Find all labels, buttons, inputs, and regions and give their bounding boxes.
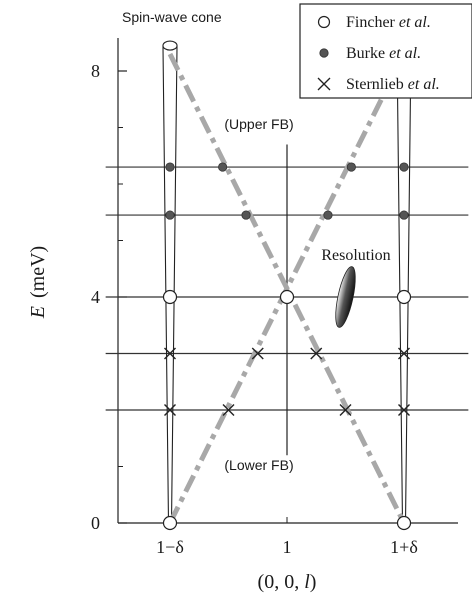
legend-open-circle-marker [317,15,331,29]
spin-wave-cone-walls [162,45,178,524]
resolution-label: Resolution [321,247,390,264]
y-axis-label: E (meV) [27,246,49,319]
fb-dispersion-lines [167,52,407,525]
x-tick-label: 1 [283,537,292,557]
x-axis-label-suffix: ) [310,571,317,593]
x-ticks: 1−δ 1 1+δ [156,517,418,557]
cross-point [398,347,410,360]
cross-point [251,347,264,360]
resolution-ellipse-shape [335,266,356,328]
spin-wave-cones [162,40,412,524]
resolution-ellipse [335,266,356,328]
cross-stroke [398,347,410,360]
cross-stroke [164,404,176,416]
y-axis-label-unit: (meV) [27,246,49,298]
fb-dispersion-line [167,52,407,525]
data-markers [162,162,412,531]
y-axis-label-variable: E [27,306,49,319]
filled-circle-point [218,162,228,172]
legend-label-fincher: Fincher et al. [346,14,431,31]
filled-circle-point [346,162,356,172]
filled-circle-point [165,210,175,220]
spin-wave-cone-label: Spin-wave cone [122,9,222,25]
spin-wave-cone-top [162,40,178,51]
x-tick-label: 1+δ [390,537,418,557]
cross-stroke [398,404,410,416]
x-axis-label-prefix: (0, 0, [258,571,305,593]
open-circle-point [279,289,295,305]
legend-label-burke: Burke et al. [346,45,421,62]
lower-fb-label: (Lower FB) [224,457,293,473]
y-tick-label: 4 [91,287,100,307]
cross-stroke [339,404,352,416]
cross-point [222,404,235,416]
filled-circle-point [399,162,409,172]
cross-point [164,404,176,416]
y-tick-label: 0 [91,513,100,533]
cross-point [164,347,176,360]
filled-circle-point [399,210,409,220]
cross-stroke [222,404,235,416]
legend-label-sternlieb: Sternlieb et al. [346,76,440,93]
x-axis-label-variable: l [304,571,310,593]
y-tick-label: 8 [91,61,100,81]
legend-cross-marker [317,77,331,91]
open-circle-point [396,515,412,531]
legend-filled-circle-marker [319,48,329,58]
spin-wave-cone-walls [396,45,412,524]
x-axis-label: (0, 0, l) [258,571,317,593]
x-tick-label: 1−δ [156,537,184,557]
upper-fb-label: (Upper FB) [224,116,293,132]
cross-point [398,404,410,416]
open-circle-point [396,289,412,305]
cross-stroke [164,347,176,360]
open-circle-point [162,515,178,531]
cross-stroke [251,347,264,360]
cross-stroke [310,347,323,360]
filled-circle-point [165,162,175,172]
open-circle-point [162,289,178,305]
legend: Fincher et al. Burke et al. Sternlieb et… [299,3,472,99]
cross-point [310,347,323,360]
filled-circle-point [241,210,251,220]
filled-circle-point [323,210,333,220]
cross-point [339,404,352,416]
